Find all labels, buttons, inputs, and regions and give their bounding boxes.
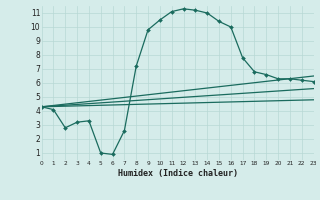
X-axis label: Humidex (Indice chaleur): Humidex (Indice chaleur)	[118, 169, 237, 178]
